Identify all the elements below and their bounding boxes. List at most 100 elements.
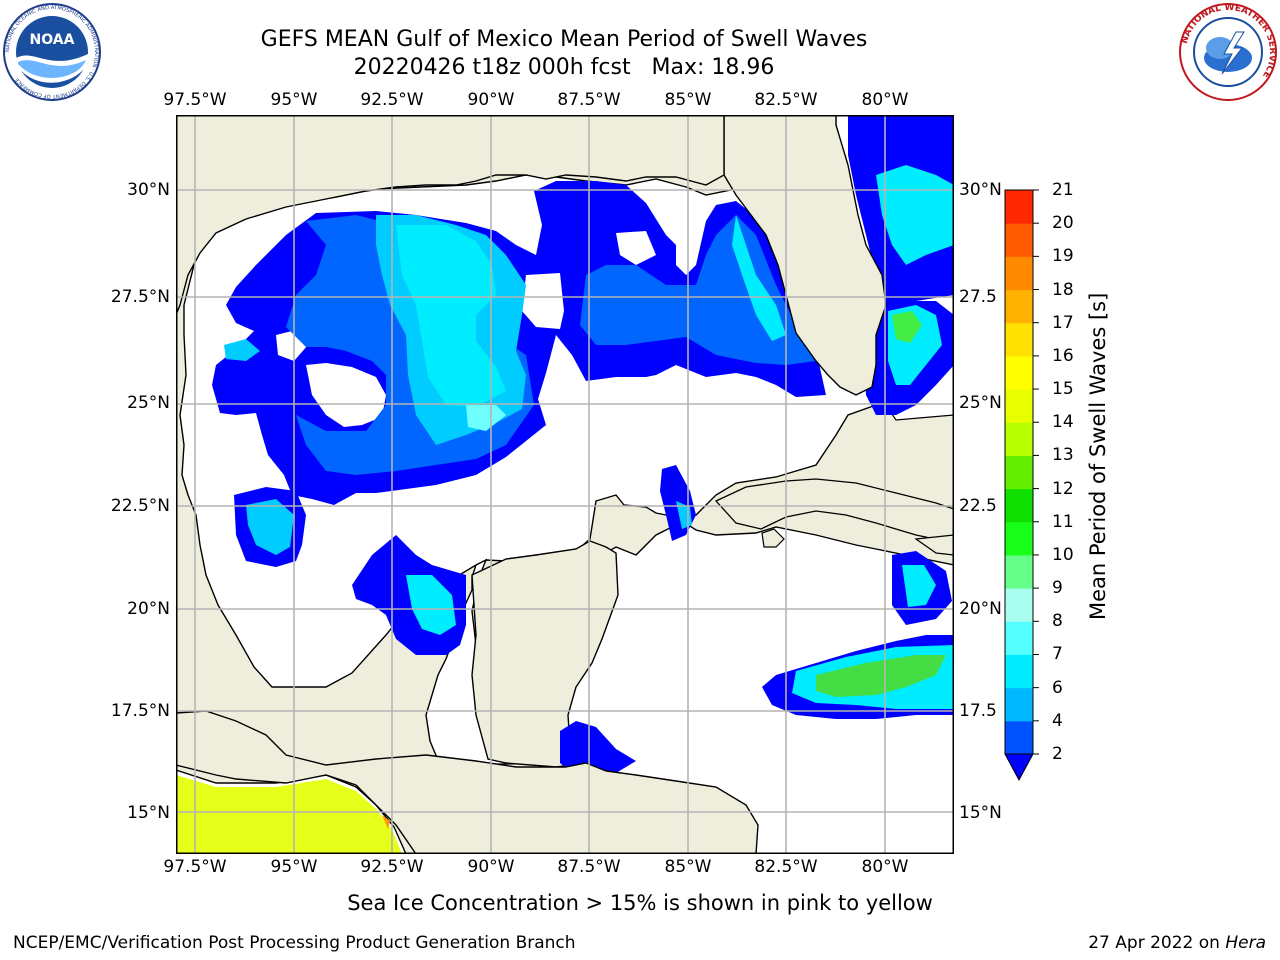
swell-region-light-cyan bbox=[466, 405, 506, 431]
footer-credit: NCEP/EMC/Verification Post Processing Pr… bbox=[13, 933, 576, 953]
lon-tick-bottom-95w: 95°W bbox=[270, 857, 318, 877]
swell-region-north-gulf-hole bbox=[306, 363, 386, 427]
lat-tick-left-15n: 15°N bbox=[127, 803, 170, 823]
cuba-island bbox=[714, 478, 954, 544]
colorbar-tick-label: 14 bbox=[1052, 412, 1074, 433]
colorbar-tick-label: 21 bbox=[1052, 180, 1074, 200]
colorbar-bin-9-10 bbox=[1005, 554, 1033, 589]
swell-region-caribbean-green bbox=[816, 655, 946, 697]
colorbar-tick-label: 8 bbox=[1052, 611, 1063, 632]
swell-region-east-cyan bbox=[732, 215, 786, 341]
colorbar-tick-label: 7 bbox=[1052, 644, 1063, 665]
lat-tick-right-15n: 15°N bbox=[959, 803, 1002, 823]
noaa-logo: NOAA NATIONAL OCEANIC AND ATMOSPHERIC AD… bbox=[3, 3, 101, 101]
swell-region-small-west bbox=[224, 339, 260, 361]
colorbar-bin-12-13 bbox=[1005, 455, 1033, 490]
swell-region-caribbean-upper-cyan bbox=[902, 565, 936, 607]
lat-tick-right-17.5n: 17.5 bbox=[959, 701, 997, 721]
swell-region-north-gulf-hole-4 bbox=[616, 231, 656, 265]
colorbar-tick-label: 17 bbox=[1052, 312, 1074, 333]
lat-tick-right-30n: 30°N bbox=[959, 180, 1002, 200]
colorbar-tick-label: 15 bbox=[1052, 379, 1074, 400]
lon-tick-bottom-92.5w: 92.5°W bbox=[360, 857, 424, 877]
lat-tick-right-27.5n: 27.5 bbox=[959, 287, 997, 307]
lon-tick-bottom-97.5w: 97.5°W bbox=[163, 857, 227, 877]
swell-region-campeche-cyan bbox=[406, 575, 456, 635]
lat-tick-left-22.5n: 22.5°N bbox=[110, 496, 170, 516]
hispaniola-edge bbox=[914, 534, 954, 556]
isla-juventud bbox=[761, 528, 785, 548]
sea-ice-note: Sea Ice Concentration > 15% is shown in … bbox=[347, 891, 933, 915]
colorbar-bin-15-16 bbox=[1005, 355, 1033, 390]
lon-tick-bottom-90w: 90°W bbox=[467, 857, 515, 877]
colorbar-bin-16-17 bbox=[1005, 322, 1033, 357]
footer-date-text: 27 Apr 2022 on bbox=[1088, 933, 1226, 953]
colorbar-bin-7-8 bbox=[1005, 621, 1033, 655]
colorbar-bin-19-20 bbox=[1005, 223, 1033, 257]
lon-tick-bottom-82.5w: 82.5°W bbox=[754, 857, 818, 877]
lon-tick-top-90w: 90°W bbox=[467, 90, 515, 110]
lon-tick-top-85w: 85°W bbox=[664, 90, 712, 110]
colorbar-tick-label: 19 bbox=[1052, 246, 1074, 267]
colorbar-tick-label: 13 bbox=[1052, 445, 1074, 466]
colorbar-tick-label: 18 bbox=[1052, 279, 1074, 300]
colorbar-tick-label: 16 bbox=[1052, 345, 1074, 366]
colorbar-tick-label: 6 bbox=[1052, 677, 1063, 698]
colorbar-tick-label: 9 bbox=[1052, 578, 1063, 599]
lat-tick-left-27.5n: 27.5°N bbox=[110, 287, 170, 307]
lat-tick-right-22.5n: 22.5 bbox=[959, 496, 997, 516]
colorbar-bin-13-14 bbox=[1005, 422, 1033, 456]
map-title: GEFS MEAN Gulf of Mexico Mean Period of … bbox=[260, 27, 868, 52]
lat-tick-left-30n: 30°N bbox=[127, 180, 170, 200]
swell-region-north-cyan-2 bbox=[396, 225, 506, 407]
colorbar-tick-label: 4 bbox=[1052, 710, 1063, 731]
map-subtitle: 20220426 t18z 000h fcst Max: 18.96 bbox=[353, 55, 775, 80]
colorbar bbox=[1004, 189, 1039, 782]
lon-tick-bottom-85w: 85°W bbox=[664, 857, 712, 877]
nws-logo: NATIONAL WEATHER SERVICE bbox=[1179, 3, 1277, 101]
colorbar-tick-label: 10 bbox=[1052, 544, 1074, 565]
colorbar-bin-11-12 bbox=[1005, 488, 1033, 523]
swell-region-southwest-gulf-cyan bbox=[246, 499, 294, 555]
colorbar-bin-6-7 bbox=[1005, 654, 1033, 689]
swell-period-field bbox=[176, 115, 954, 854]
colorbar-bin-18-19 bbox=[1005, 256, 1033, 291]
lon-tick-top-80w: 80°W bbox=[861, 90, 909, 110]
swell-region-honduras-bay bbox=[560, 721, 636, 775]
map-panel bbox=[176, 115, 954, 854]
colorbar-tick-label: 20 bbox=[1052, 213, 1074, 234]
colorbar-tick-label: 12 bbox=[1052, 478, 1074, 499]
lat-tick-left-17.5n: 17.5°N bbox=[110, 701, 170, 721]
colorbar-bin-14-15 bbox=[1005, 389, 1033, 423]
footer-date: 27 Apr 2022 on Hera bbox=[1088, 933, 1266, 953]
colorbar-frame bbox=[1004, 189, 1034, 755]
lat-tick-right-20n: 20°N bbox=[959, 599, 1002, 619]
colorbar-bin-10-11 bbox=[1005, 521, 1033, 556]
colorbar-label: Mean Period of Swell Waves [s] bbox=[1086, 292, 1110, 620]
lat-tick-left-25n: 25°N bbox=[127, 393, 170, 413]
lon-tick-top-82.5w: 82.5°W bbox=[754, 90, 818, 110]
colorbar-tick-label: 2 bbox=[1052, 744, 1063, 764]
lon-tick-top-87.5w: 87.5°W bbox=[557, 90, 621, 110]
footer-host: Hera bbox=[1225, 933, 1266, 953]
map-frame bbox=[176, 115, 954, 854]
lon-tick-bottom-87.5w: 87.5°W bbox=[557, 857, 621, 877]
swell-region-florida-strait-green bbox=[892, 311, 922, 343]
colorbar-bin-17-18 bbox=[1005, 289, 1033, 324]
colorbar-bin-4-6 bbox=[1005, 687, 1033, 722]
colorbar-bin-8-9 bbox=[1005, 588, 1033, 622]
map-gridlines bbox=[176, 115, 954, 854]
lon-tick-bottom-80w: 80°W bbox=[861, 857, 909, 877]
colorbar-bin-2-4 bbox=[1005, 720, 1033, 755]
pacific-orange-spot bbox=[382, 815, 390, 829]
noaa-logo-text: NOAA bbox=[30, 32, 75, 48]
pacific-yellow-region bbox=[176, 775, 402, 854]
central-america bbox=[176, 710, 759, 854]
lat-tick-left-20n: 20°N bbox=[127, 599, 170, 619]
colorbar-tick-label: 11 bbox=[1052, 511, 1074, 532]
lon-tick-top-97.5w: 97.5°W bbox=[163, 90, 227, 110]
colorbar-under-arrow bbox=[1004, 753, 1034, 782]
northern-coast bbox=[176, 115, 725, 316]
colorbar-bin-20-21 bbox=[1005, 190, 1033, 224]
swell-region-east-gulf-mid bbox=[580, 215, 816, 365]
